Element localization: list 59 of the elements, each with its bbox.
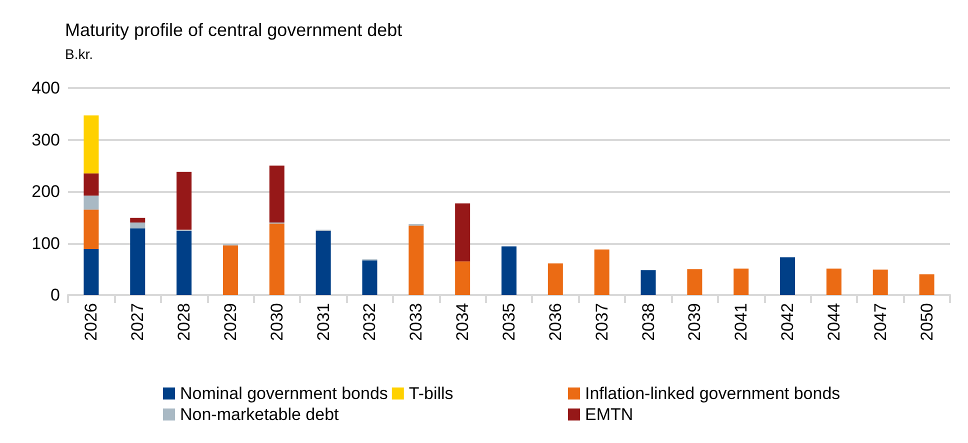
bar — [872, 270, 888, 295]
x-tick-label: 2026 — [82, 303, 101, 341]
x-tick-label: 2034 — [453, 303, 472, 341]
x-tick-label: 2027 — [128, 303, 148, 341]
bar — [826, 268, 842, 295]
y-tick-label: 400 — [32, 78, 60, 98]
bar — [362, 260, 378, 295]
bar — [222, 245, 238, 295]
x-tick-label: 2047 — [870, 303, 890, 341]
y-tick-label: 100 — [32, 234, 60, 253]
bar — [640, 270, 656, 295]
bar — [130, 218, 146, 223]
legend-label: Nominal government bonds — [180, 384, 388, 403]
bar — [455, 261, 470, 295]
y-tick-label: 300 — [32, 130, 60, 150]
bar — [176, 172, 192, 230]
bar — [780, 257, 796, 295]
x-tick-label: 2030 — [267, 303, 286, 341]
chart-title: Maturity profile of central government debt — [65, 20, 402, 40]
x-tick-label: 2042 — [778, 303, 798, 341]
y-tick-label: 200 — [32, 182, 60, 201]
legend-label: Non-marketable debt — [180, 405, 340, 424]
bar — [84, 210, 99, 249]
x-tick-label: 2037 — [592, 303, 612, 341]
bar — [84, 115, 99, 174]
bar — [548, 263, 563, 295]
bar — [269, 224, 284, 295]
bar — [84, 196, 99, 210]
bar — [919, 274, 934, 295]
x-tick-label: 2038 — [638, 303, 658, 341]
legend-label: Inflation-linked government bonds — [585, 384, 840, 403]
bar — [130, 228, 146, 295]
bar — [455, 203, 470, 262]
y-tick-label: 0 — [50, 286, 60, 304]
bar — [408, 226, 424, 295]
bar — [176, 230, 192, 295]
x-tick-label: 2041 — [732, 303, 751, 341]
x-tick-label: 2044 — [824, 303, 844, 341]
legend-label: EMTN — [585, 405, 634, 424]
bar — [84, 248, 99, 295]
bar — [734, 268, 749, 295]
bar — [269, 166, 284, 223]
legend-label: T-bills — [408, 384, 454, 403]
bar — [687, 269, 702, 295]
bar — [502, 246, 516, 295]
bar — [594, 249, 610, 295]
x-tick-label: 2032 — [360, 303, 380, 341]
x-tick-label: 2035 — [500, 303, 518, 341]
x-tick-label: 2033 — [406, 303, 426, 341]
bar — [130, 222, 146, 228]
bar — [84, 173, 99, 196]
x-tick-label: 2031 — [314, 303, 333, 341]
x-tick-label: 2050 — [917, 303, 936, 341]
bar — [316, 230, 331, 295]
x-tick-label: 2039 — [685, 303, 704, 341]
x-tick-label: 2036 — [546, 303, 565, 341]
x-tick-label: 2028 — [174, 303, 194, 341]
x-tick-label: 2029 — [220, 303, 240, 341]
chart-subtitle: B.kr. — [65, 46, 94, 62]
